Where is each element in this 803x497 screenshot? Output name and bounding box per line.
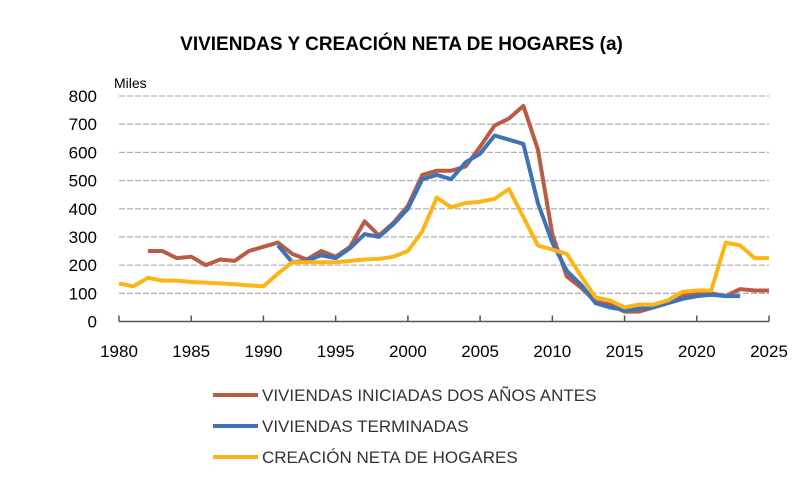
y-tick-label: 200 (69, 256, 97, 275)
series-line-2 (276, 133, 741, 313)
y-tick-label: 100 (69, 284, 97, 303)
x-tick-label: 1985 (172, 342, 210, 361)
y-tick-label: 700 (69, 115, 97, 134)
chart-title: VIVIENDAS Y CREACIÓN NETA DE HOGARES (a) (180, 34, 623, 55)
legend-label: VIVIENDAS INICIADAS DOS AÑOS ANTES (262, 386, 596, 405)
y-tick-label: 0 (88, 313, 97, 332)
series-line-3 (118, 187, 769, 310)
y-tick-label: 500 (69, 172, 97, 191)
x-tick-label: 2015 (606, 342, 644, 361)
legend-label: VIVIENDAS TERMINADAS (262, 417, 469, 436)
x-tick-label: 1995 (317, 342, 355, 361)
y-tick-label: 800 (69, 87, 97, 106)
x-tick-label: 2005 (461, 342, 499, 361)
y-axis-unit: Miles (114, 75, 147, 91)
x-tick-label: 1990 (245, 342, 283, 361)
x-tick-label: 1980 (100, 342, 138, 361)
x-tick-label: 2020 (678, 342, 716, 361)
y-tick-label: 600 (69, 143, 97, 162)
x-tick-label: 2025 (750, 342, 788, 361)
y-tick-label: 300 (69, 228, 97, 247)
legend-label: CREACIÓN NETA DE HOGARES (262, 448, 518, 467)
x-tick-label: 2000 (389, 342, 427, 361)
x-tick-label: 2010 (533, 342, 571, 361)
y-tick-label: 400 (69, 200, 97, 219)
